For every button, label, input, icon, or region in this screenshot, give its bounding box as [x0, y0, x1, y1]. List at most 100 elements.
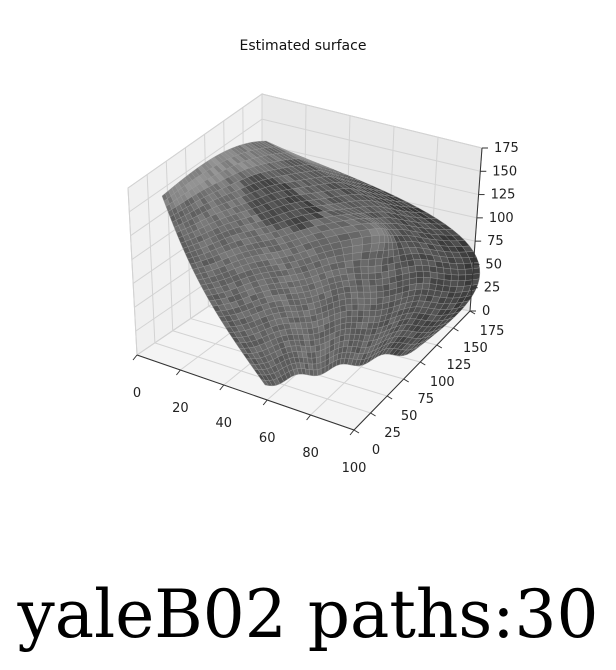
x-tick-mark [132, 354, 138, 361]
z-tick-label: 25 [484, 281, 501, 296]
surface-patch [346, 310, 353, 318]
x-tick-mark [176, 369, 181, 376]
z-tick-label: 150 [492, 164, 517, 179]
z-tick-label: 175 [494, 141, 519, 156]
y-tick-mark [386, 395, 393, 400]
y-tick-mark [420, 361, 426, 366]
y-tick-label: 100 [430, 375, 455, 390]
surface-patch [421, 282, 431, 290]
surface-patch [443, 267, 452, 275]
surface-patch [371, 235, 380, 244]
back-grid-line [261, 143, 479, 196]
surface-patch [464, 268, 473, 276]
y-tick-label: 150 [463, 341, 488, 356]
surface-patch [374, 257, 383, 267]
left-grid-line [127, 187, 138, 356]
surface-patch [357, 309, 365, 317]
chart-title: Estimated surface [240, 38, 367, 54]
x-tick-label: 40 [216, 416, 233, 431]
surface-patch [463, 262, 473, 270]
surface-patch [363, 291, 371, 299]
surface-patch [361, 235, 373, 245]
x-tick-label: 100 [342, 461, 367, 476]
surface-patch [375, 303, 383, 311]
surface-patch [381, 257, 389, 266]
surface-patch [348, 279, 357, 287]
surface-patch [443, 273, 452, 281]
left-grid-line [146, 174, 156, 343]
surface-patch [344, 292, 352, 300]
surface-patch [415, 282, 424, 290]
surface-patch [349, 285, 358, 293]
surface-patch [345, 304, 353, 312]
surface-patch [429, 277, 438, 285]
x-tick-label: 60 [259, 431, 276, 446]
surface-patch [356, 316, 364, 323]
surface-patch [345, 322, 352, 329]
surface-patch [361, 279, 370, 287]
surface-patch [422, 276, 431, 284]
left-grid-line [127, 93, 263, 189]
left-grid-line [165, 161, 174, 331]
surface-patch [456, 263, 466, 270]
surface-patch [367, 265, 376, 274]
x-tick-label: 0 [133, 386, 141, 401]
z-axis-ticks: 0 25 50 75 100 125 150 175 [470, 141, 519, 319]
y-tick-mark [436, 344, 443, 349]
surface-patch [361, 273, 370, 281]
surface-patch [450, 280, 459, 287]
surface-patch [369, 304, 377, 311]
y-tick-mark [453, 327, 459, 332]
surface-patch [411, 344, 423, 353]
estimated-surface [161, 140, 481, 387]
surface-patch [456, 280, 466, 287]
back-grid-line [261, 93, 483, 149]
surface-patch [376, 291, 384, 299]
y-tick-label: 0 [372, 443, 380, 458]
surface-patch [387, 249, 394, 258]
surface-patch [360, 266, 369, 274]
z-tick-label: 125 [491, 188, 516, 203]
surface-patch [336, 261, 347, 270]
x-axis-ticks: 0 20 40 60 80 100 [132, 354, 367, 476]
surface-patch [457, 269, 466, 276]
surface-patch [416, 276, 424, 284]
surface-patch [351, 297, 359, 305]
surface-patch [312, 363, 318, 371]
surface-patch [351, 309, 359, 317]
z-tick-label: 100 [489, 211, 514, 226]
surface-patch [450, 268, 459, 276]
surface-patch [347, 273, 356, 281]
surface-patch [352, 244, 363, 254]
surface-patch [436, 278, 445, 286]
surface-patch [357, 303, 365, 311]
left-grid-line [128, 118, 263, 213]
surface-patch [351, 316, 358, 323]
surface-patch [310, 345, 316, 353]
surface-patch [367, 258, 377, 267]
surface-patch [464, 274, 473, 281]
surface-patch [363, 298, 371, 305]
surface-patch [376, 297, 384, 305]
back-grid-line [261, 118, 481, 172]
x-axis-line [136, 354, 355, 431]
surface-patch [362, 285, 371, 293]
surface-patch [450, 274, 459, 282]
y-tick-label: 25 [384, 426, 401, 441]
surface-patch [422, 271, 431, 278]
surface-patch [369, 285, 377, 293]
surface-patch [354, 273, 363, 281]
z-axis-line [469, 147, 483, 312]
y-tick-label: 125 [446, 358, 471, 373]
surface-patch [363, 304, 371, 311]
z-tick-label: 50 [485, 257, 502, 272]
surface-patch [310, 351, 317, 359]
surface-patch [353, 266, 362, 274]
surface-patch [457, 274, 466, 282]
z-tick-label: 0 [482, 304, 490, 319]
surface-patch [345, 316, 353, 324]
y-axis-line [353, 310, 471, 431]
z-tick-label: 75 [487, 234, 504, 249]
x-tick-mark [349, 429, 355, 436]
